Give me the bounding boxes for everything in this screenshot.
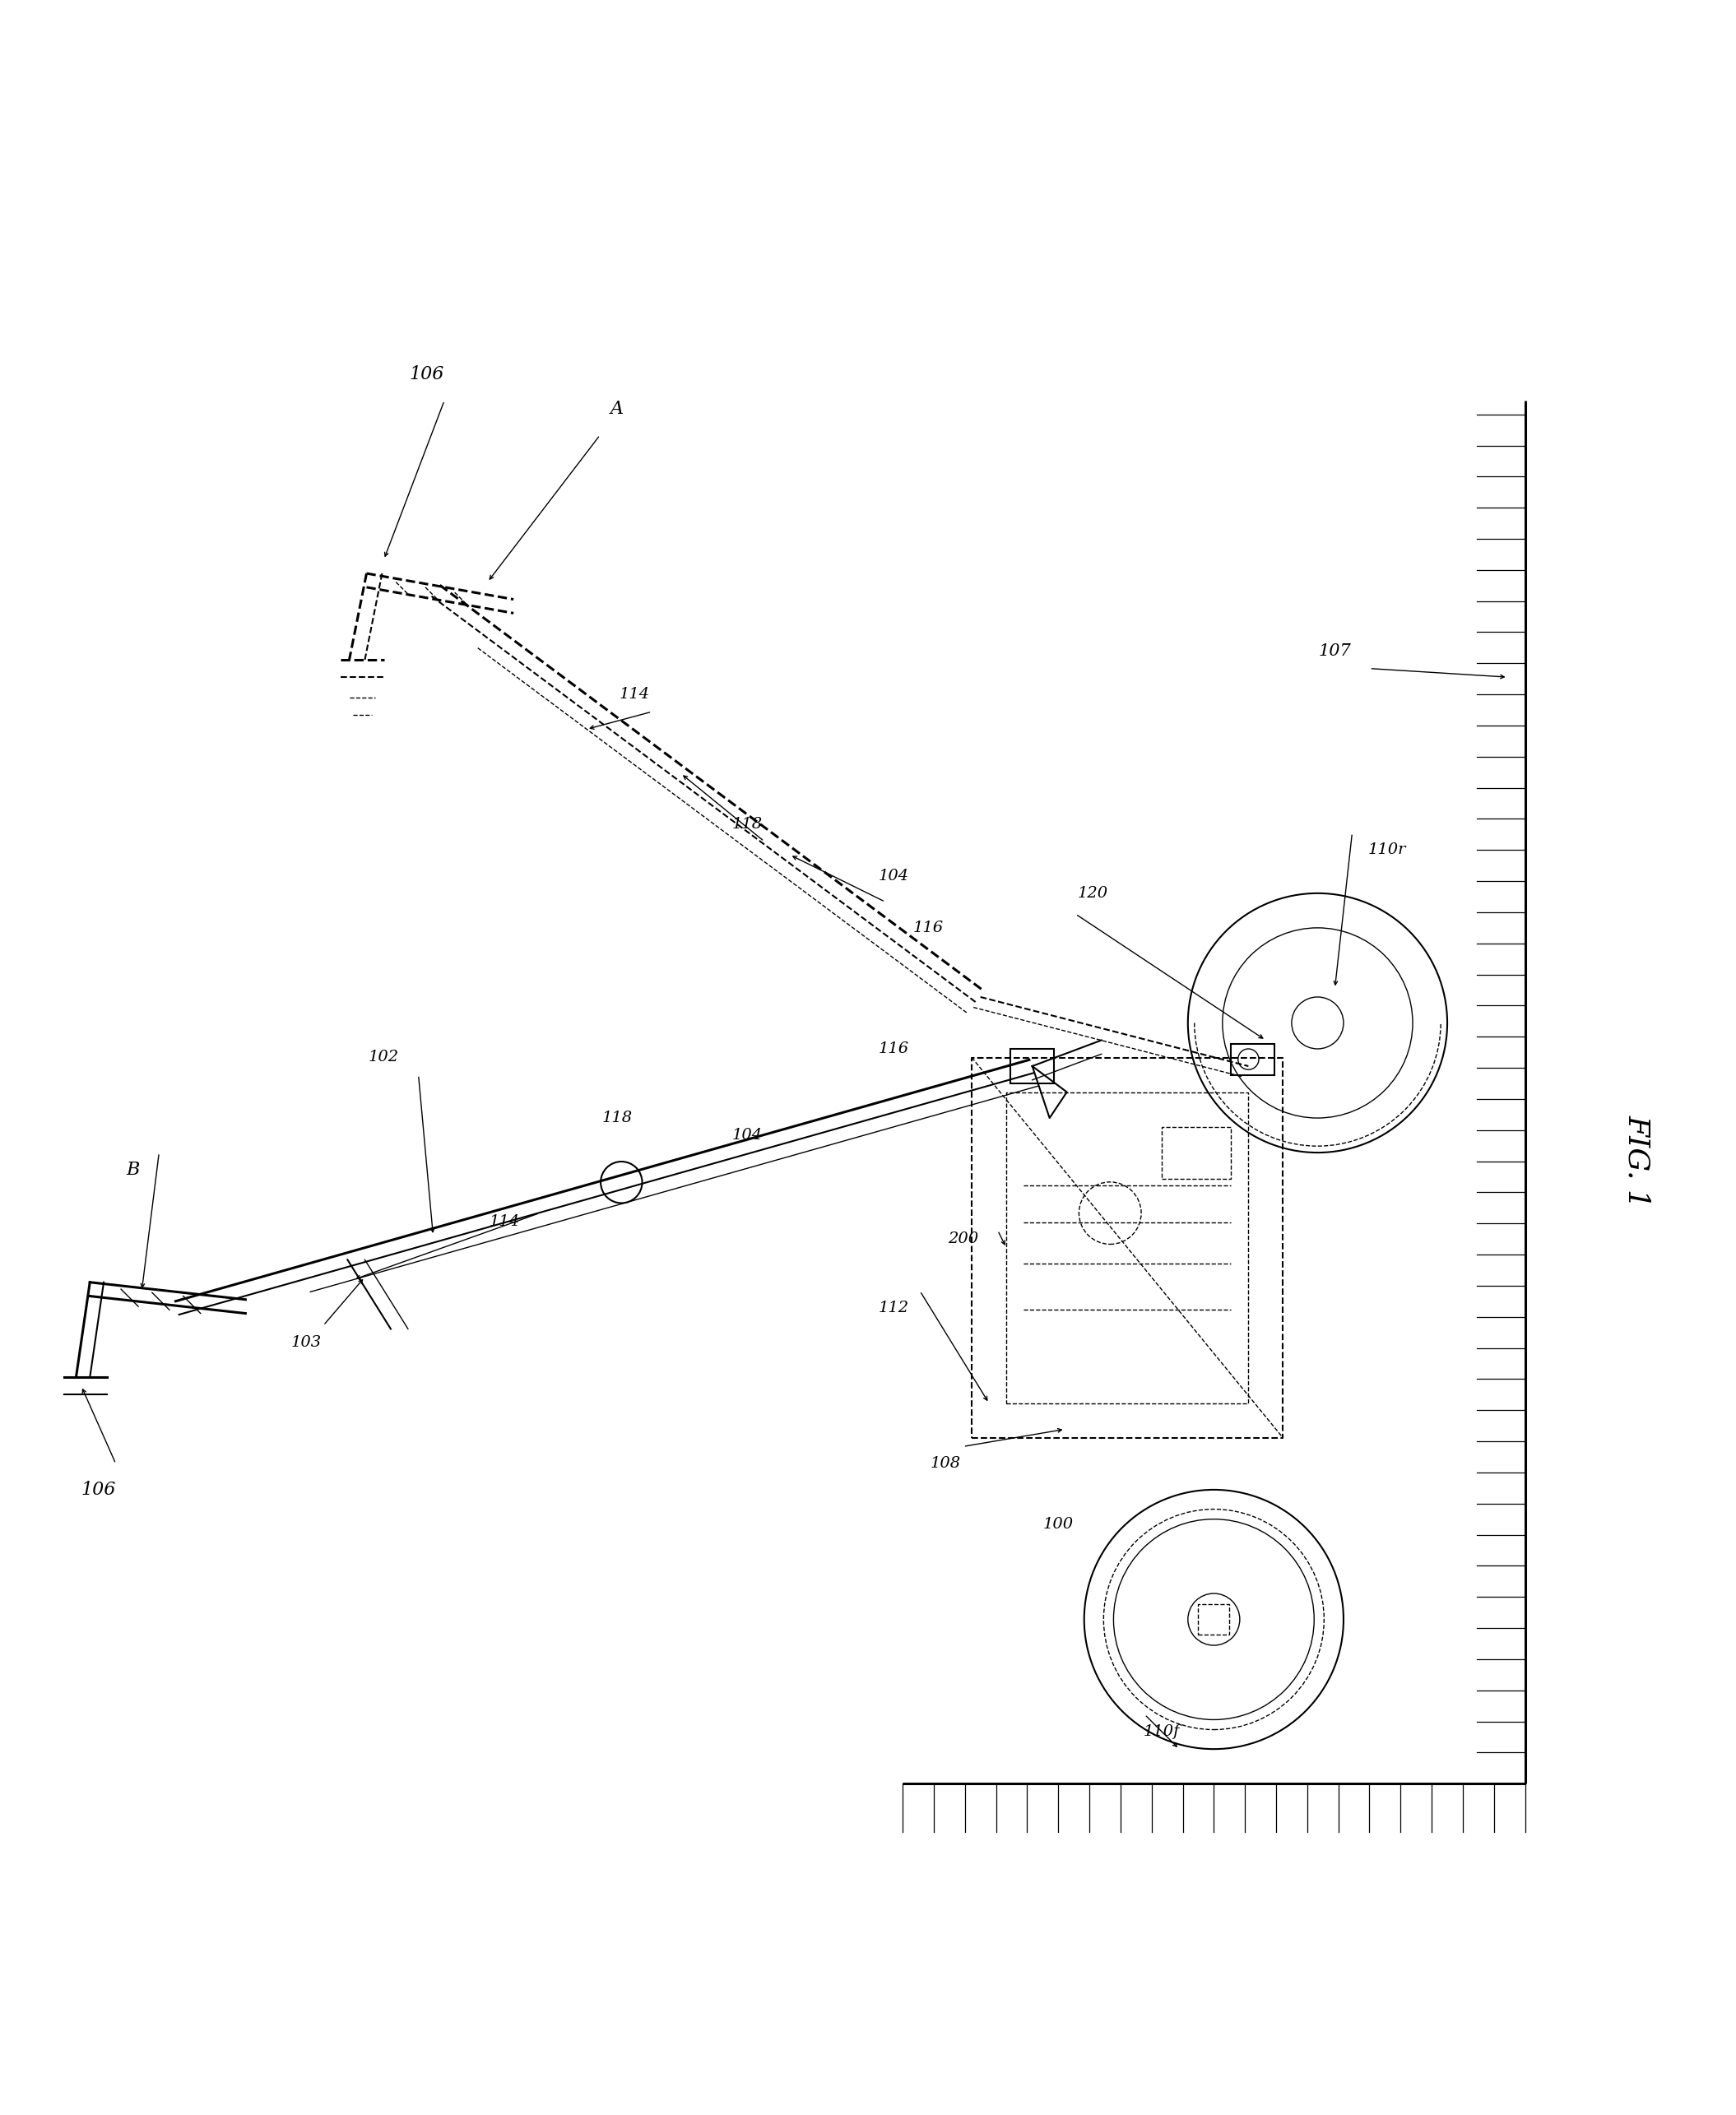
- Text: 120: 120: [1078, 886, 1108, 901]
- Text: FIG. 1: FIG. 1: [1623, 1115, 1651, 1208]
- Text: 108: 108: [930, 1457, 962, 1472]
- Bar: [1198, 1603, 1229, 1635]
- Bar: [1010, 1049, 1054, 1083]
- Text: 116: 116: [878, 1041, 910, 1055]
- Text: 114: 114: [490, 1214, 521, 1229]
- Text: 100: 100: [1043, 1516, 1073, 1531]
- Text: 116: 116: [913, 920, 944, 935]
- Text: 110r: 110r: [1368, 842, 1406, 857]
- Text: 103: 103: [290, 1335, 321, 1349]
- Text: 114: 114: [620, 687, 649, 702]
- Text: 200: 200: [948, 1231, 979, 1246]
- Bar: [1231, 1043, 1274, 1074]
- Text: 118: 118: [602, 1110, 632, 1125]
- Text: 112: 112: [878, 1301, 910, 1316]
- Text: 106: 106: [410, 366, 444, 383]
- Text: 104: 104: [878, 869, 910, 884]
- Text: A: A: [611, 400, 623, 419]
- Text: 110f: 110f: [1144, 1724, 1180, 1739]
- Text: 104: 104: [731, 1127, 762, 1142]
- Text: B: B: [127, 1161, 141, 1178]
- Text: 118: 118: [731, 816, 762, 831]
- Text: 106: 106: [82, 1480, 116, 1500]
- Text: 102: 102: [368, 1049, 399, 1066]
- Bar: [1161, 1127, 1231, 1178]
- Text: 107: 107: [1319, 643, 1351, 660]
